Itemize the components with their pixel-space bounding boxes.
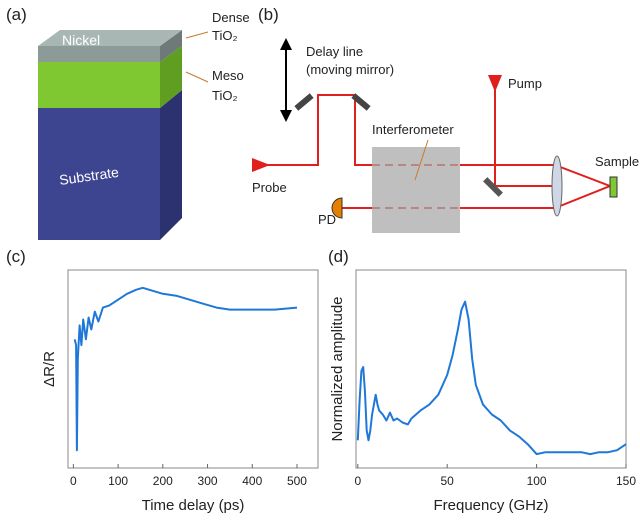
figure: (a) Nickel Substrate Dense TiO₂ Meso TiO… — [0, 0, 640, 525]
x-tick-label: 200 — [153, 474, 173, 488]
arrow — [488, 75, 502, 92]
x-axis-title: Frequency (GHz) — [433, 497, 548, 514]
x-tick-label: 150 — [616, 474, 636, 488]
pointer — [186, 72, 208, 82]
interferometer-label: Interferometer — [372, 122, 454, 137]
delay-note: (moving mirror) — [306, 62, 394, 77]
x-tick-label: 400 — [242, 474, 262, 488]
lens — [552, 156, 562, 216]
arrow — [280, 110, 292, 122]
y-axis-title: ΔR/R — [41, 351, 58, 387]
pump-label: Pump — [508, 76, 542, 91]
nickel-label: Nickel — [62, 32, 100, 48]
x-tick-label: 100 — [108, 474, 128, 488]
probe-label: Probe — [252, 180, 287, 195]
detector-label: PD — [318, 212, 336, 227]
data-line — [358, 302, 626, 454]
panel-tag: (a) — [6, 5, 27, 24]
pointer — [186, 32, 208, 38]
layer-stack — [38, 30, 182, 240]
panel-tag: (c) — [6, 247, 26, 266]
interferometer-box — [372, 147, 460, 233]
x-tick-label: 0 — [354, 474, 361, 488]
arrow — [280, 38, 292, 50]
sample — [610, 177, 617, 197]
panel-tag: (b) — [258, 5, 279, 24]
x-tick-label: 300 — [198, 474, 218, 488]
plot-frame — [356, 270, 626, 468]
panel-tag: (d) — [328, 247, 349, 266]
y-axis-title: Normalized amplitude — [329, 296, 346, 441]
mirror — [294, 93, 313, 110]
arrow — [252, 158, 270, 172]
layer-material: TiO₂ — [212, 28, 238, 43]
x-tick-label: 0 — [70, 474, 77, 488]
data-line — [75, 288, 297, 450]
layer-label: Meso — [212, 68, 244, 83]
x-tick-label: 100 — [527, 474, 547, 488]
sample-label: Sample — [595, 154, 639, 169]
x-axis-title: Time delay (ps) — [142, 497, 245, 514]
x-tick-label: 50 — [441, 474, 455, 488]
layer-material: TiO₂ — [212, 88, 238, 103]
layer-label: Dense — [212, 10, 250, 25]
delay-label: Delay line — [306, 44, 363, 59]
x-tick-label: 500 — [287, 474, 307, 488]
